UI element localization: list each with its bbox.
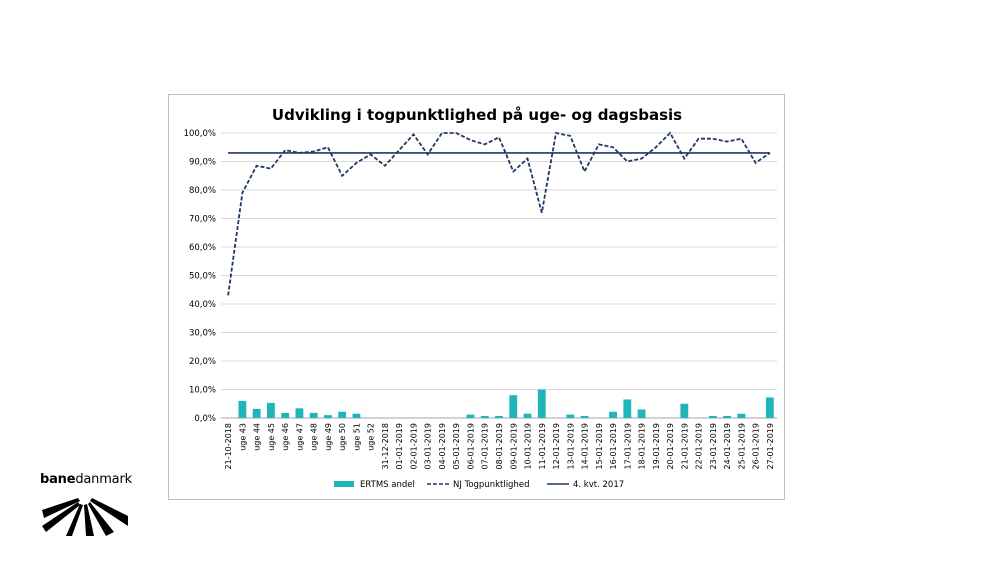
x-tick-label: 11-01-2019	[538, 423, 547, 470]
x-tick-label: uge 48	[310, 423, 319, 451]
legend-label: 4. kvt. 2017	[573, 480, 624, 490]
x-tick-label: uge 45	[267, 423, 276, 451]
x-tick-label: 14-01-2019	[581, 423, 590, 470]
bar	[309, 412, 318, 418]
bar	[637, 409, 646, 418]
y-tick-label: 10,0%	[189, 386, 216, 396]
bar	[523, 413, 532, 418]
chart-title: Udvikling i togpunktlighed på uge- og da…	[272, 106, 682, 124]
x-tick-label: 21-01-2019	[680, 423, 689, 470]
line-series	[227, 131, 771, 296]
bar	[765, 397, 774, 418]
bar	[623, 399, 632, 418]
bar	[266, 402, 275, 418]
x-tick-label: 10-01-2019	[524, 423, 533, 470]
bar	[509, 395, 518, 418]
y-tick-label: 60,0%	[189, 243, 216, 253]
x-tick-label: 19-01-2019	[652, 423, 661, 470]
y-tick-label: 90,0%	[189, 158, 216, 168]
bar	[295, 408, 304, 418]
x-tick-label: uge 44	[253, 423, 262, 451]
legend: ERTMS andel NJ Togpunktlighed 4. kvt. 2017	[334, 480, 624, 490]
y-axis-ticks: 0,0% 10,0% 20,0% 30,0% 40,0% 50,0% 60,0% 70,0% 8…	[184, 129, 216, 424]
x-tick-label: 24-01-2019	[723, 423, 732, 470]
banedanmark-logo: banedanmark	[40, 470, 150, 540]
x-tick-label: 13-01-2019	[566, 423, 575, 470]
railway-tracks-icon	[42, 498, 128, 536]
x-tick-label: uge 50	[338, 423, 347, 451]
bar	[352, 413, 361, 418]
bar	[281, 412, 290, 418]
y-tick-label: 0,0%	[194, 414, 216, 424]
bar	[708, 416, 717, 418]
bar	[252, 408, 261, 418]
y-tick-label: 20,0%	[189, 357, 216, 367]
logo-text-regular: danmark	[75, 472, 132, 487]
bar	[580, 416, 589, 418]
y-tick-label: 70,0%	[189, 215, 216, 225]
x-tick-label: 04-01-2019	[438, 423, 447, 470]
bar	[566, 414, 575, 418]
x-tick-label: 18-01-2019	[638, 423, 647, 470]
x-tick-label: uge 49	[324, 423, 333, 451]
x-tick-label: 20-01-2019	[666, 423, 675, 470]
bar	[466, 414, 475, 418]
x-tick-label: 07-01-2019	[481, 423, 490, 470]
bar	[537, 389, 546, 418]
x-tick-label: uge 46	[281, 423, 290, 451]
logo-wordmark: banedanmark	[40, 472, 132, 487]
x-tick-label: 17-01-2019	[623, 423, 632, 470]
x-tick-label: 05-01-2019	[452, 423, 461, 470]
chart-frame: Udvikling i togpunktlighed på uge- og da…	[168, 94, 785, 500]
legend-label: NJ Togpunktlighed	[453, 480, 529, 490]
x-tick-label: 01-01-2019	[395, 423, 404, 470]
legend-swatch	[334, 481, 354, 487]
x-tick-label: uge 52	[367, 423, 376, 451]
legend-label: ERTMS andel	[360, 480, 415, 490]
x-tick-label: uge 51	[352, 423, 361, 451]
bar	[723, 416, 732, 418]
bar-series	[238, 389, 774, 418]
logo-text-bold: bane	[40, 472, 76, 487]
bar	[338, 411, 347, 418]
x-tick-label: 22-01-2019	[695, 423, 704, 470]
x-tick-label: 02-01-2019	[409, 423, 418, 470]
x-tick-label: 08-01-2019	[495, 423, 504, 470]
x-tick-label: 26-01-2019	[752, 423, 761, 470]
bar	[737, 413, 746, 418]
bar	[238, 400, 247, 418]
bar	[324, 415, 332, 418]
x-tick-label: 23-01-2019	[709, 423, 718, 470]
y-tick-label: 40,0%	[189, 300, 216, 310]
x-tick-label: 31-12-2018	[381, 423, 390, 470]
bar	[480, 416, 489, 418]
x-tick-label: 12-01-2019	[552, 423, 561, 470]
y-tick-label: 80,0%	[189, 186, 216, 196]
bar	[680, 403, 689, 418]
punctuality-line	[227, 131, 771, 296]
gridlines	[221, 132, 777, 419]
y-tick-label: 30,0%	[189, 329, 216, 339]
x-tick-label: 16-01-2019	[609, 423, 618, 470]
x-tick-label: uge 47	[295, 423, 304, 451]
x-tick-label: 25-01-2019	[737, 423, 746, 470]
x-tick-label: 06-01-2019	[466, 423, 475, 470]
x-tick-label: 21-10-2018	[224, 423, 233, 470]
x-tick-label: 27-01-2019	[766, 423, 775, 470]
chart: Udvikling i togpunktlighed på uge- og da…	[184, 106, 777, 490]
x-tick-label: 03-01-2019	[424, 423, 433, 470]
x-tick-label: uge 43	[238, 423, 247, 451]
bar	[609, 411, 617, 418]
bar	[495, 416, 503, 418]
y-tick-label: 50,0%	[189, 272, 216, 282]
x-axis-ticks: 21-10-2018 uge 43 uge 44 uge 45 uge 46 uge 47…	[224, 423, 775, 470]
y-tick-label: 100,0%	[184, 129, 216, 139]
x-tick-label: 15-01-2019	[595, 423, 604, 470]
x-tick-label: 09-01-2019	[509, 423, 518, 470]
